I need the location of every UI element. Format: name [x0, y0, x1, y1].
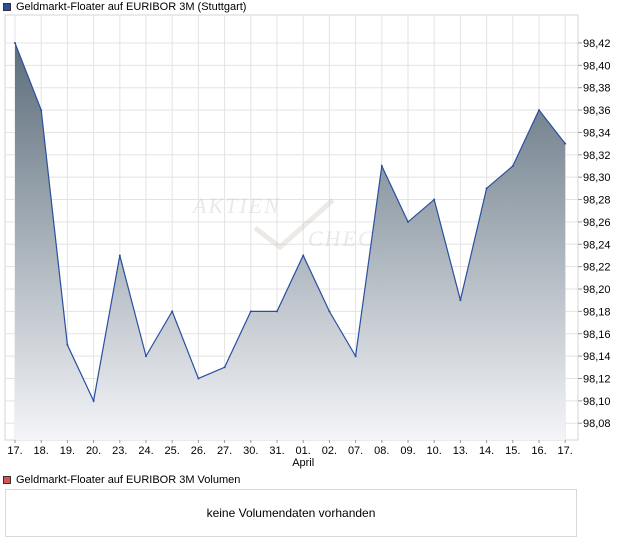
price-point: [354, 355, 357, 358]
price-legend-label: Geldmarkt-Floater auf EURIBOR 3M (Stuttg…: [16, 1, 247, 13]
price-point: [380, 164, 383, 167]
price-legend: Geldmarkt-Floater auf EURIBOR 3M (Stuttg…: [3, 0, 246, 14]
price-point: [118, 254, 121, 257]
x-tick-label: 17.: [7, 445, 22, 457]
y-tick-label: 98,32: [583, 150, 611, 162]
y-tick-label: 98,30: [583, 172, 611, 184]
y-tick-label: 98,14: [583, 351, 611, 363]
x-tick-label: 19.: [60, 445, 75, 457]
price-point: [223, 366, 226, 369]
x-tick-label: 13.: [453, 445, 468, 457]
price-point: [171, 310, 174, 313]
x-tick-label: 08.: [374, 445, 389, 457]
x-tick-label: 16.: [531, 445, 546, 457]
y-tick-label: 98,28: [583, 195, 611, 207]
x-tick-label: 27.: [217, 445, 232, 457]
price-area: [15, 42, 566, 441]
x-month-label: April: [292, 457, 314, 469]
price-point: [14, 41, 16, 44]
x-tick-label: 14.: [479, 445, 494, 457]
x-tick-label: 09.: [400, 445, 415, 457]
volume-legend: Geldmarkt-Floater auf EURIBOR 3M Volumen: [3, 473, 240, 487]
price-point: [328, 310, 331, 313]
y-tick-label: 98,18: [583, 306, 611, 318]
price-point: [511, 164, 514, 167]
y-tick-label: 98,26: [583, 217, 611, 229]
svg-text:AKTIEN: AKTIEN: [191, 193, 281, 218]
x-tick-label: 24.: [138, 445, 153, 457]
price-point: [407, 220, 409, 223]
price-legend-swatch: [3, 3, 11, 11]
price-line: [14, 42, 566, 403]
y-tick-label: 98,20: [583, 284, 611, 296]
x-tick-label: 15.: [505, 445, 520, 457]
volume-legend-swatch: [3, 476, 11, 484]
y-tick-label: 98,36: [583, 105, 611, 117]
price-point: [433, 198, 436, 201]
x-tick-label: 26.: [191, 445, 206, 457]
x-tick-label: 23.: [112, 445, 127, 457]
price-point: [276, 310, 278, 313]
x-tick-label: 20.: [86, 445, 101, 457]
y-tick-label: 98,42: [583, 38, 611, 50]
y-tick-label: 98,40: [583, 60, 611, 72]
price-point: [197, 377, 200, 380]
volume-panel: keine Volumendaten vorhanden: [5, 489, 577, 537]
price-chart: 98,08 98,10 98,12 98,14 98,16 98,18 98,20 98,22…: [4, 14, 611, 469]
price-point: [66, 343, 69, 346]
volume-legend-label: Geldmarkt-Floater auf EURIBOR 3M Volumen: [16, 474, 241, 486]
price-point: [249, 310, 252, 313]
x-tick-label: 25.: [165, 445, 180, 457]
y-tick-label: 98,10: [583, 396, 611, 408]
price-point: [538, 109, 540, 112]
x-tick-label: 30.: [243, 445, 258, 457]
x-tick-label: 17.: [558, 445, 573, 457]
x-tick-label: 02.: [322, 445, 337, 457]
x-tick-label: 31.: [269, 445, 284, 457]
y-tick-label: 98,08: [583, 418, 611, 430]
price-point: [485, 187, 488, 190]
price-point: [92, 399, 95, 402]
y-tick-label: 98,12: [583, 373, 611, 385]
y-tick-label: 98,24: [583, 239, 611, 251]
price-point: [564, 142, 567, 145]
price-point: [145, 355, 147, 358]
x-tick-label: 10.: [427, 445, 442, 457]
y-tick-label: 98,22: [583, 262, 611, 274]
x-tick-label: 07.: [348, 445, 363, 457]
y-tick-label: 98,38: [583, 83, 611, 95]
price-point: [302, 254, 305, 257]
x-tick-label: 18.: [34, 445, 49, 457]
volume-empty-message: keine Volumendaten vorhanden: [206, 506, 376, 520]
price-point: [459, 299, 462, 302]
y-tick-label: 98,16: [583, 329, 611, 341]
y-tick-label: 98,34: [583, 127, 611, 139]
x-tick-label: 01.: [296, 445, 311, 457]
price-point: [40, 109, 43, 112]
